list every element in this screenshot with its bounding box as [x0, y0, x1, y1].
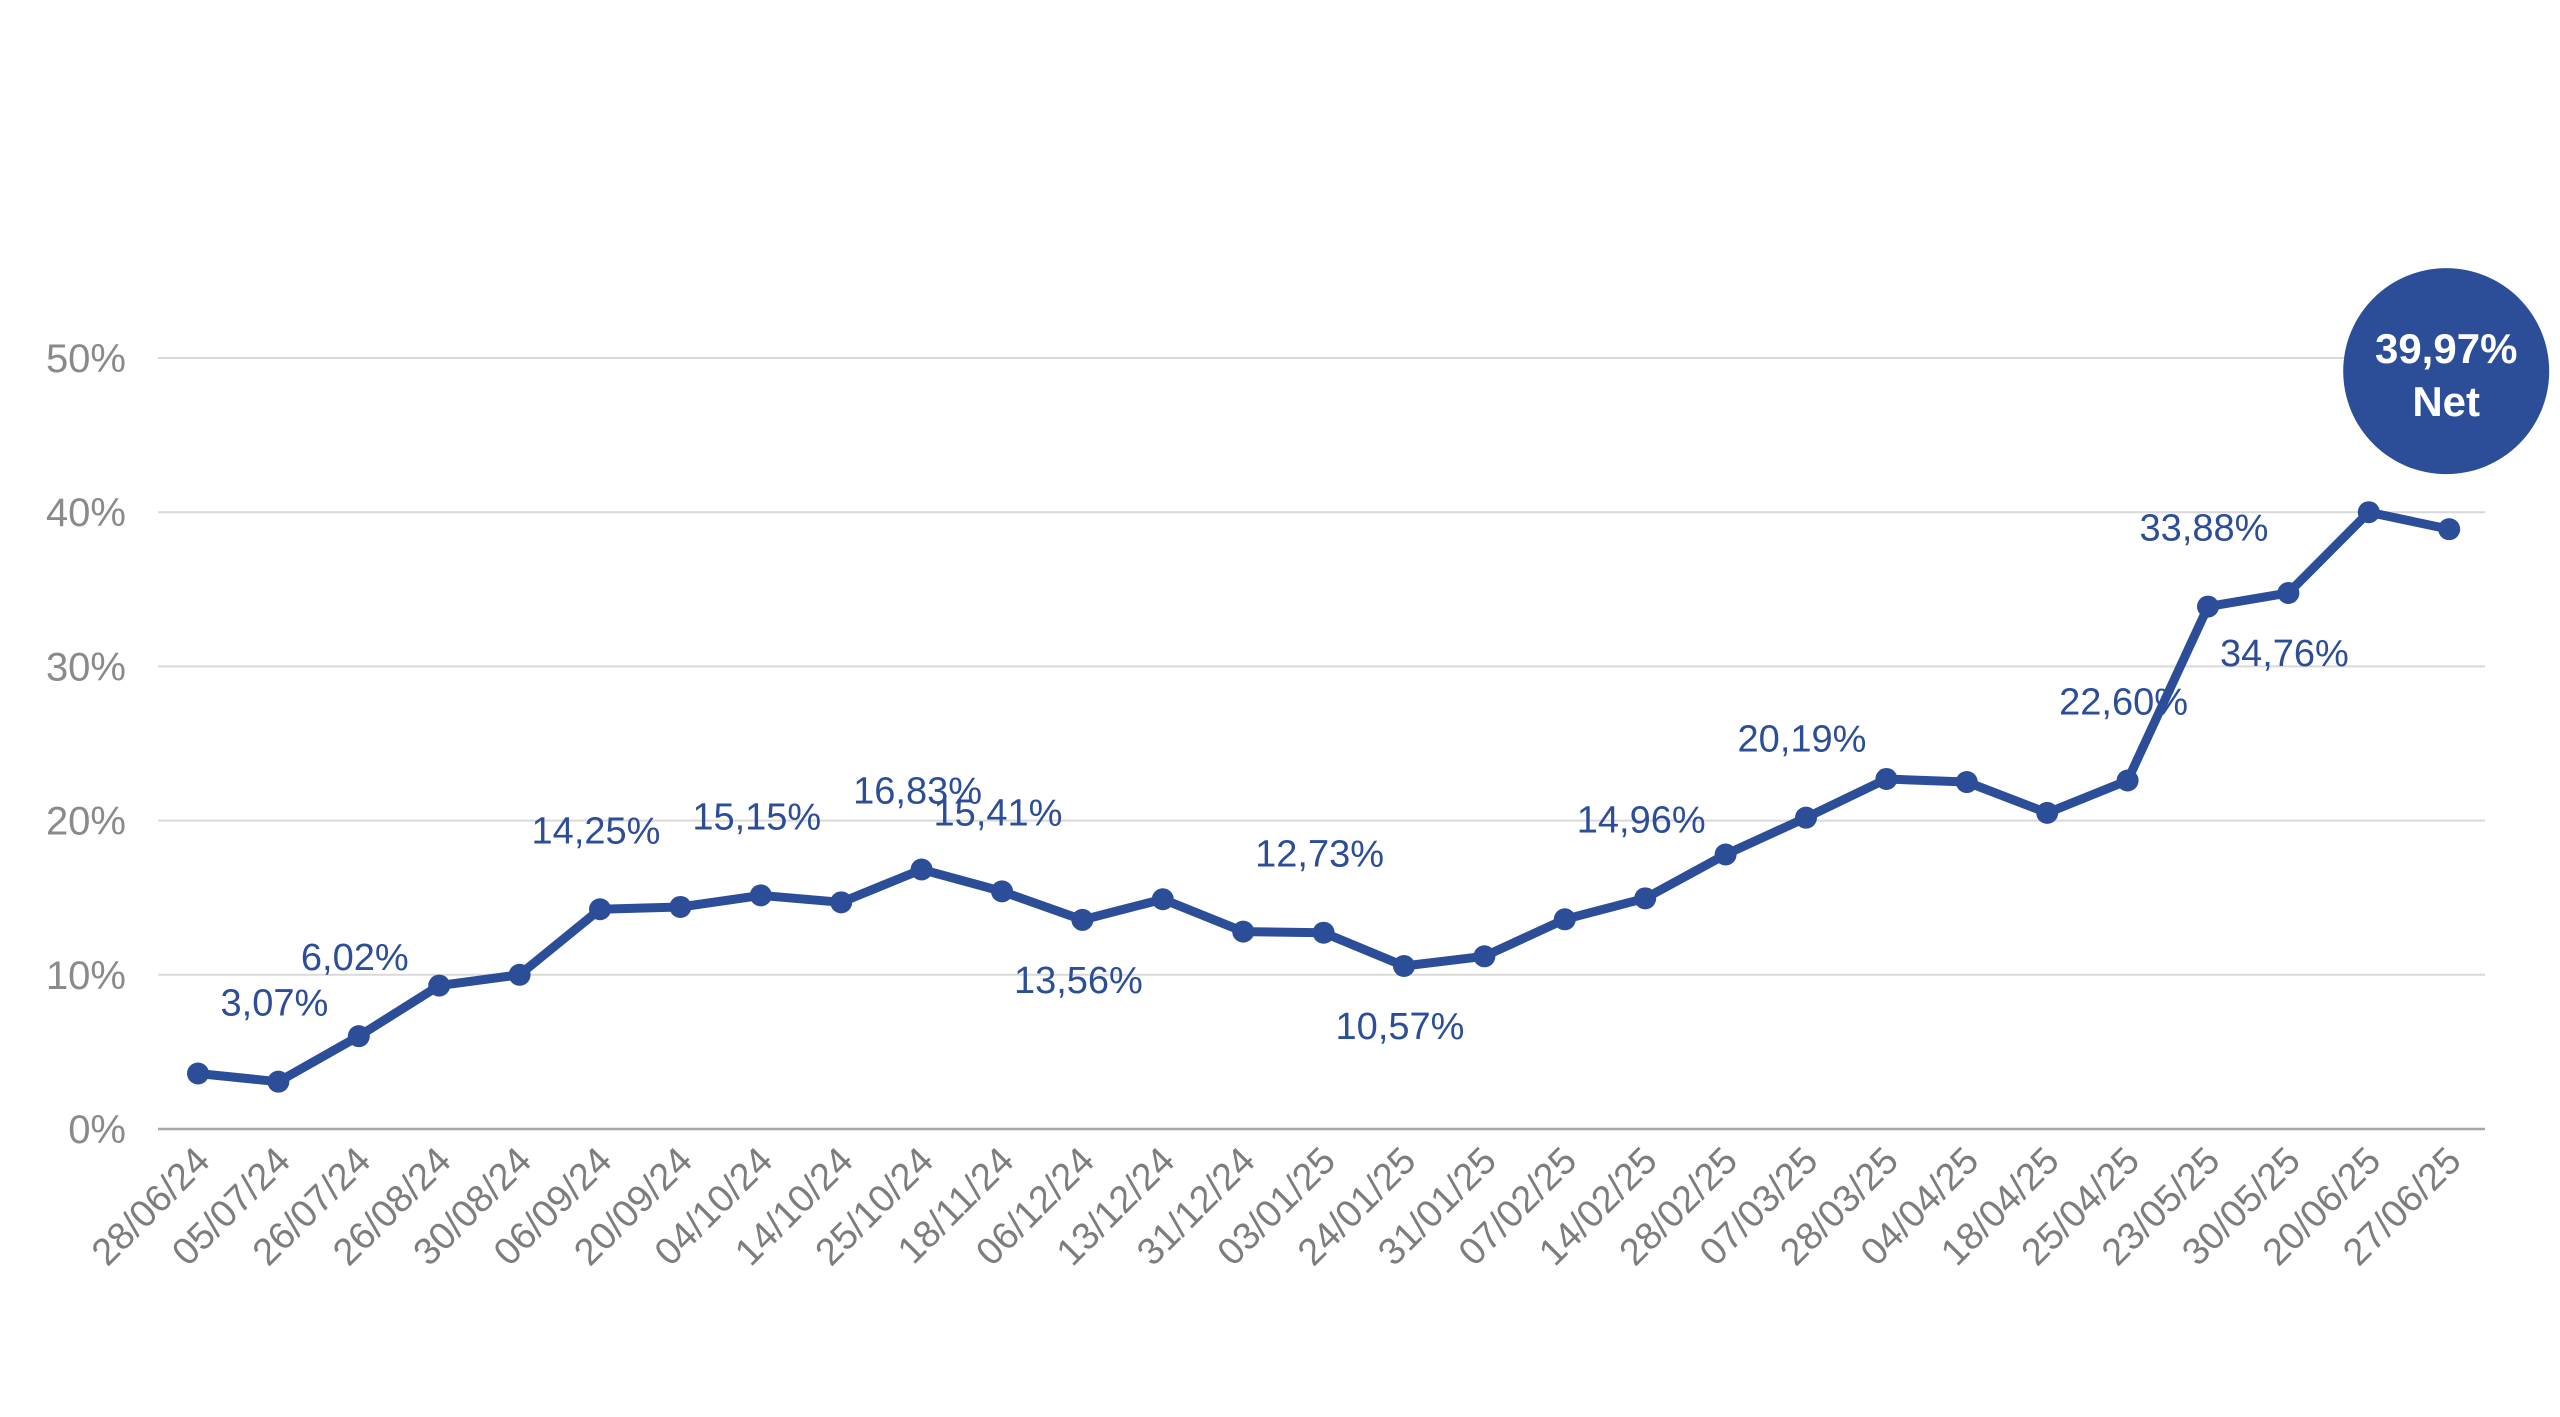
x-axis-ticks: 28/06/2405/07/2426/07/2426/08/2430/08/24… — [84, 1140, 2469, 1274]
data-point — [1312, 921, 1335, 944]
data-label: 13,56% — [1014, 960, 1143, 1002]
data-point — [508, 963, 531, 986]
data-point — [267, 1070, 290, 1093]
data-label: 14,25% — [532, 810, 661, 852]
data-point — [1393, 955, 1415, 978]
data-point — [428, 974, 451, 997]
y-tick-label: 30% — [46, 645, 126, 689]
badge-label: Net — [2412, 378, 2480, 425]
y-tick-label: 40% — [46, 491, 126, 535]
y-tick-label: 20% — [46, 800, 126, 844]
series-line — [193, 507, 2454, 1087]
data-point — [589, 898, 611, 921]
data-point — [669, 895, 692, 918]
data-point — [347, 1025, 370, 1048]
data-label: 14,96% — [1577, 799, 1706, 841]
data-point — [2116, 769, 2139, 792]
data-point — [1714, 843, 1737, 866]
data-label: 10,57% — [1336, 1006, 1465, 1048]
data-label: 15,41% — [934, 792, 1063, 834]
data-point — [1071, 908, 1094, 931]
data-point — [991, 880, 1013, 903]
data-point — [187, 1062, 209, 1085]
data-label: 20,19% — [1738, 719, 1867, 761]
y-tick-label: 10% — [46, 954, 126, 998]
data-point — [749, 884, 772, 907]
data-point — [1875, 767, 1898, 790]
data-point — [830, 891, 853, 914]
data-points — [187, 501, 2461, 1093]
data-point — [1232, 920, 1255, 943]
data-label: 33,88% — [2140, 508, 2269, 550]
data-label: 3,07% — [221, 983, 329, 1025]
y-tick-label: 50% — [46, 337, 126, 381]
data-point — [2438, 518, 2461, 541]
y-axis-ticks: 0% 10% 20% 30% 40% 50% — [46, 337, 126, 1152]
y-tick-label: 0% — [68, 1108, 126, 1152]
data-point — [910, 858, 933, 881]
data-point — [1151, 888, 1174, 911]
data-point — [1473, 945, 1496, 968]
badge-value: 39,97% — [2375, 325, 2517, 372]
data-point — [1634, 887, 1657, 910]
data-label: 15,15% — [692, 796, 821, 838]
grid-lines — [158, 357, 2485, 1131]
badge-circle — [2343, 268, 2550, 475]
net-value-badge: 39,97% Net — [2343, 268, 2550, 475]
data-label: 6,02% — [301, 937, 409, 979]
data-point — [1955, 771, 1978, 794]
data-labels: 3,07%6,02% 14,25% 15,15% 16,83%15,41% 13,56%… — [221, 508, 2349, 1048]
data-point — [1795, 806, 1817, 829]
data-label: 12,73% — [1255, 834, 1384, 876]
data-label: 16,83% — [853, 770, 982, 812]
data-label: 34,76% — [2220, 633, 2349, 675]
data-point — [2197, 595, 2219, 618]
data-label: 22,60% — [2059, 682, 2188, 724]
data-point — [2277, 582, 2300, 605]
data-point — [2036, 801, 2059, 824]
series-line-layer — [193, 507, 2454, 1087]
data-point — [1553, 908, 1576, 931]
data-point — [2357, 501, 2380, 524]
